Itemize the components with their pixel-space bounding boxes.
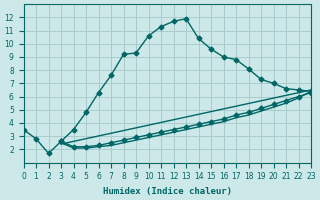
X-axis label: Humidex (Indice chaleur): Humidex (Indice chaleur) (103, 187, 232, 196)
